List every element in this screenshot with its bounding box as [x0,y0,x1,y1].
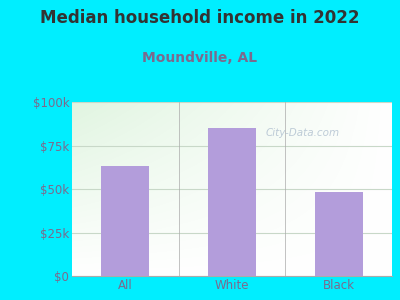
Bar [315,193,363,276]
Bar [101,167,149,276]
Text: City-Data.com: City-Data.com [265,128,340,138]
Bar [208,128,256,276]
Text: Moundville, AL: Moundville, AL [142,51,258,65]
Text: Median household income in 2022: Median household income in 2022 [40,9,360,27]
